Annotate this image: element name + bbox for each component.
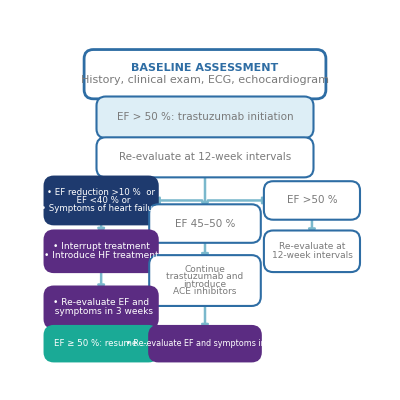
FancyBboxPatch shape: [44, 286, 158, 328]
Text: • Introduce HF treatment: • Introduce HF treatment: [44, 251, 158, 260]
FancyBboxPatch shape: [149, 255, 261, 306]
FancyBboxPatch shape: [264, 230, 360, 272]
FancyBboxPatch shape: [84, 50, 326, 99]
Text: symptoms in 3 weeks: symptoms in 3 weeks: [49, 308, 153, 316]
FancyBboxPatch shape: [96, 137, 314, 177]
FancyBboxPatch shape: [149, 204, 261, 243]
Text: • Symptoms of heart failure: • Symptoms of heart failure: [41, 204, 162, 213]
Text: Continue: Continue: [184, 265, 226, 274]
Text: History, clinical exam, ECG, echocardiogram: History, clinical exam, ECG, echocardiog…: [81, 75, 329, 85]
FancyBboxPatch shape: [96, 96, 314, 138]
FancyBboxPatch shape: [44, 230, 158, 272]
Text: EF >50 %: EF >50 %: [287, 196, 337, 206]
FancyBboxPatch shape: [264, 181, 360, 220]
Text: • Interrupt treatment: • Interrupt treatment: [53, 242, 150, 251]
Text: • Re-evaluate EF and symptoms in 3 ...: • Re-evaluate EF and symptoms in 3 ...: [126, 339, 284, 348]
Text: ACE inhibitors: ACE inhibitors: [173, 287, 237, 296]
Text: EF <40 % or: EF <40 % or: [72, 196, 131, 205]
Text: EF > 50 %: trastuzumab initiation: EF > 50 %: trastuzumab initiation: [117, 112, 293, 122]
Text: BASELINE ASSESSMENT: BASELINE ASSESSMENT: [131, 63, 279, 73]
Text: • Re-evaluate EF and: • Re-evaluate EF and: [53, 298, 149, 307]
Text: introduce: introduce: [184, 280, 226, 289]
Text: EF ≥ 50 %: resume ...: EF ≥ 50 %: resume ...: [54, 339, 148, 348]
Text: • EF reduction >10 %  or: • EF reduction >10 % or: [47, 188, 155, 196]
Text: 12-week intervals: 12-week intervals: [272, 251, 352, 260]
Text: Re-evaluate at: Re-evaluate at: [279, 242, 345, 251]
FancyBboxPatch shape: [44, 176, 158, 224]
Text: EF 45–50 %: EF 45–50 %: [175, 218, 235, 228]
FancyBboxPatch shape: [149, 326, 261, 361]
Text: Re-evaluate at 12-week intervals: Re-evaluate at 12-week intervals: [119, 152, 291, 162]
Text: trastuzumab and: trastuzumab and: [166, 272, 244, 282]
FancyBboxPatch shape: [44, 326, 158, 361]
